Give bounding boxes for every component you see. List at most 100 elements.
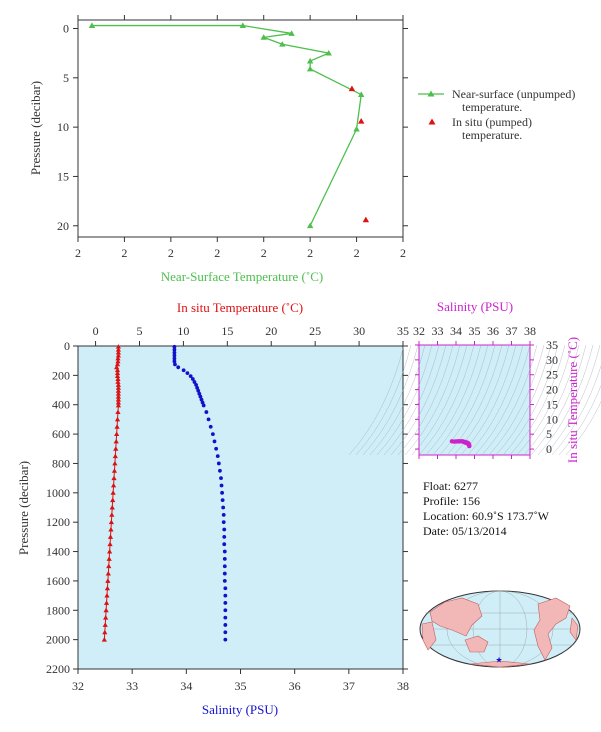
ts-salinity-tick-label: 33: [432, 324, 444, 338]
legend-in-situ-line1: In situ (pumped): [452, 115, 532, 129]
density-contour: [523, 344, 580, 456]
temperature-tick-label: 25: [309, 324, 321, 338]
ts-salinity-label: Salinity (PSU): [437, 299, 513, 314]
salinity-point: [219, 476, 223, 481]
float-position-star-icon: [495, 656, 503, 663]
salinity-point: [194, 383, 198, 387]
near-surface-series: [88, 22, 370, 229]
ts-point: [460, 439, 465, 444]
temperature-tick-label: 5: [136, 324, 142, 338]
density-contour: [474, 344, 531, 456]
salinity-point: [216, 461, 221, 466]
temperature-point: [101, 637, 107, 642]
density-contour: [383, 344, 440, 456]
density-contour: [376, 344, 433, 456]
temperature-point: [114, 361, 121, 367]
ts-temperature-tick-label: 10: [546, 412, 558, 426]
salinity-point: [172, 356, 177, 361]
temperature-point: [115, 347, 122, 352]
temperature-point: [103, 607, 109, 613]
temperature-point: [115, 409, 121, 415]
temperature-point: [115, 350, 122, 355]
density-contour: [509, 344, 566, 456]
salinity-point: [176, 365, 181, 370]
salinity-point: [221, 505, 226, 510]
salinity-point: [223, 630, 228, 635]
profile-temperature-label: In situ Temperature (˚C): [177, 300, 303, 315]
profile-plot-frame: [77, 345, 404, 670]
ts-density-contours: [348, 344, 601, 456]
salinity-tick-label: 38: [397, 679, 409, 693]
near-surface-point: [260, 34, 267, 40]
salinity-point: [220, 498, 225, 503]
density-contour: [551, 365, 601, 456]
salinity-point: [172, 359, 177, 364]
ts-temperature-tick-label: 5: [546, 427, 552, 441]
temperature-tick-label: 30: [353, 324, 365, 338]
salinity-point: [222, 564, 227, 569]
ts-salinity-tick-label: 32: [413, 324, 425, 338]
temperature-point: [114, 416, 121, 422]
profile-temperature-axis: 0 5 10 15 20 25 30 35: [93, 324, 409, 346]
near-surface-point: [239, 22, 247, 28]
profile-temperature-series: [101, 344, 122, 642]
density-contour: [404, 344, 461, 456]
ts-temperature-tick-label: 35: [546, 338, 558, 352]
ts-temperature-tick-label: 15: [546, 397, 558, 411]
salinity-point: [223, 601, 228, 605]
pressure-tick-label: 1400: [46, 545, 70, 559]
near-surface-point: [288, 30, 295, 36]
temperature-point: [112, 453, 118, 459]
salinity-tick-label: 34: [180, 679, 192, 693]
salinity-point: [222, 534, 227, 539]
salinity-point: [197, 391, 202, 396]
temperature-point: [115, 391, 122, 396]
density-contour: [446, 344, 503, 456]
ts-temperature-tick-label: 20: [546, 383, 558, 397]
pressure-tick-label: 800: [52, 456, 70, 470]
salinity-point: [222, 527, 227, 532]
pressure-tick-label: 2000: [46, 633, 70, 647]
profile-pressure-label: Pressure (decibar): [16, 461, 31, 555]
near-surface-point: [353, 125, 360, 132]
density-contour: [495, 344, 552, 456]
profile-panel: 0200400600800100012001400160018002000220…: [16, 300, 409, 717]
pressure-tick-label: 400: [52, 398, 70, 412]
pressure-tick-label: 1200: [46, 515, 70, 529]
temperature-point: [103, 600, 110, 605]
world-map: [419, 590, 581, 668]
pressure-tick-label: 1800: [46, 603, 70, 617]
ts-temperature-tick-label: 0: [546, 442, 552, 456]
salinity-point: [190, 377, 195, 381]
near-surface-point: [358, 91, 365, 97]
temperature-point: [113, 438, 119, 444]
temperature-point: [107, 541, 113, 547]
salinity-point: [196, 388, 201, 393]
temperature-point: [115, 355, 121, 361]
salinity-point: [214, 446, 219, 451]
ns-xtick-label: 2: [307, 246, 313, 260]
ts-salinity-tick-label: 37: [506, 324, 518, 338]
temperature-tick-label: 15: [221, 324, 233, 338]
temperature-point: [110, 497, 116, 503]
float-number: Float: 6277: [423, 479, 478, 493]
density-contour: [488, 344, 545, 456]
salinity-point: [195, 385, 200, 390]
near-surface-y-label: Pressure (decibar): [28, 81, 43, 175]
ts-salinity-tick-label: 34: [450, 324, 462, 338]
temperature-point: [107, 548, 113, 554]
ns-xtick-label: 2: [214, 246, 220, 260]
temperature-point: [110, 482, 117, 488]
salinity-point: [222, 556, 227, 561]
salinity-tick-label: 36: [289, 679, 301, 693]
temperature-point: [104, 585, 111, 591]
salinity-point: [192, 380, 197, 384]
salinity-point: [222, 542, 227, 547]
ns-xtick-label: 2: [400, 246, 406, 260]
ns-xtick-label: 2: [261, 246, 267, 260]
legend-near-surface-line1: Near-surface (unpumped): [452, 87, 575, 101]
temperature-point: [115, 402, 122, 408]
temperature-tick-label: 35: [397, 324, 409, 338]
density-contour: [348, 344, 405, 456]
